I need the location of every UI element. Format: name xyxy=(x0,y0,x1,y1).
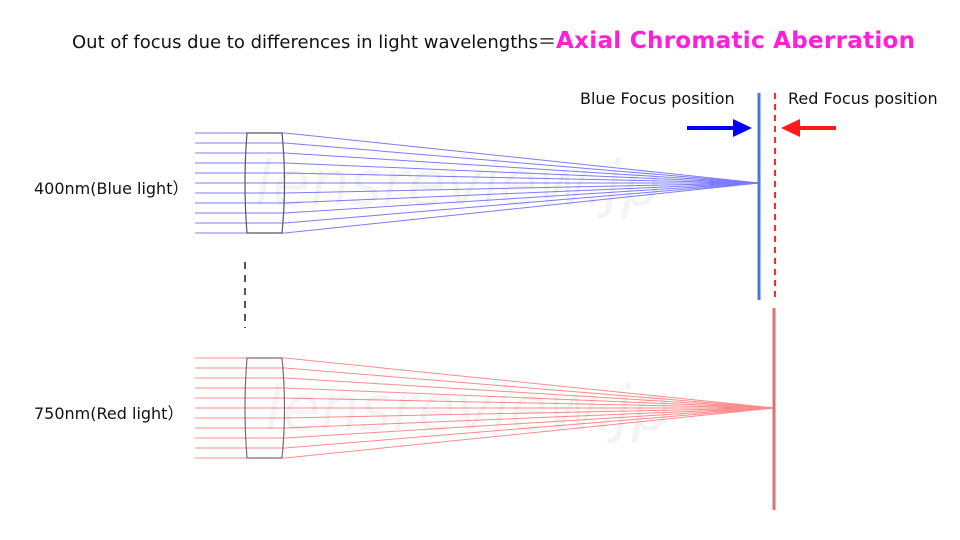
blue-ray-2 xyxy=(195,142,760,184)
red-lens xyxy=(244,357,286,459)
blue-ray-4 xyxy=(195,162,760,184)
blue-ray-9 xyxy=(195,182,760,214)
red-ray-11 xyxy=(195,407,775,459)
blue-light-label: 400nm(Blue light） xyxy=(34,179,189,198)
title-emphasis: Axial Chromatic Aberration xyxy=(556,28,916,54)
blue-ray-10 xyxy=(195,182,760,224)
blue-ray-1 xyxy=(195,132,760,184)
red-ray-3 xyxy=(195,377,775,409)
blue-ray-11 xyxy=(195,182,760,234)
red-ray-1 xyxy=(195,357,775,409)
blue-focus-label: Blue Focus position xyxy=(580,89,735,108)
blue-ray-3 xyxy=(195,152,760,184)
red-light-label: 750nm(Red light） xyxy=(34,404,184,423)
diagram-title: Out of focus due to differences in light… xyxy=(72,28,915,54)
title-lead: Out of focus due to differences in light… xyxy=(72,32,557,53)
red-ray-4 xyxy=(195,387,775,409)
blue-ray-8 xyxy=(195,182,760,204)
watermark-top: lensreview.jp xyxy=(255,147,661,220)
red-focus-arrow xyxy=(781,119,836,137)
red-focus-label: Red Focus position xyxy=(788,89,938,108)
red-ray-8 xyxy=(195,407,775,429)
blue-ray-bundle xyxy=(195,132,760,234)
red-ray-9 xyxy=(195,407,775,439)
red-ray-10 xyxy=(195,407,775,449)
red-ray-2 xyxy=(195,367,775,409)
watermark-bottom: lensreview.jp xyxy=(265,372,671,445)
blue-focus-arrow xyxy=(687,119,752,137)
blue-lens xyxy=(244,132,286,234)
